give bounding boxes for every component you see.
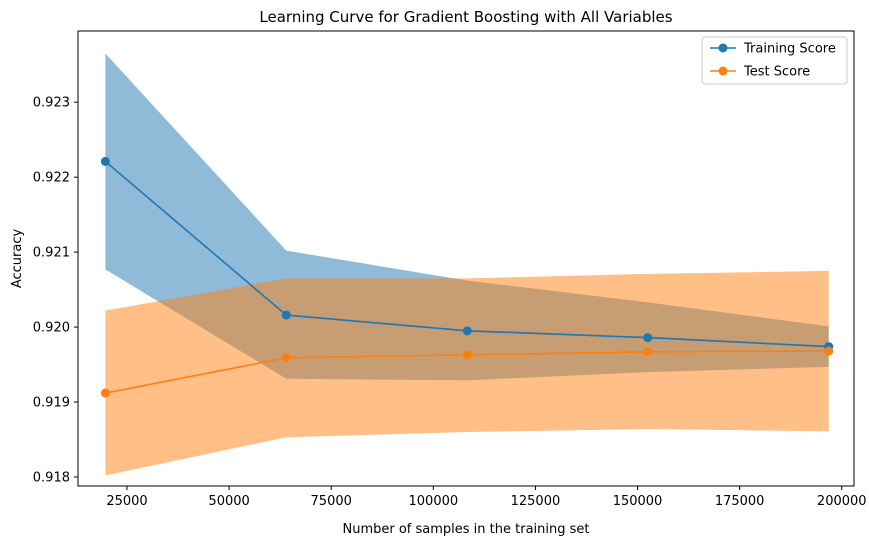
data-point [824, 346, 834, 356]
data-point [462, 326, 472, 336]
legend: Training Score Test Score [701, 36, 848, 85]
confidence-bands [105, 53, 829, 476]
x-tick-label: 200000 [817, 494, 867, 509]
legend-label-0: Training Score [743, 42, 836, 57]
y-axis-label: Accuracy [10, 229, 25, 289]
y-tick-label: 0.923 [33, 96, 70, 111]
data-point [281, 310, 291, 320]
data-point [643, 333, 653, 343]
legend-marker-0 [718, 43, 728, 53]
x-axis-ticks: 25000 50000 75000 100000 125000 150000 175000 2… [106, 486, 867, 509]
legend-marker-1 [718, 66, 728, 76]
legend-label-1: Test Score [743, 65, 810, 80]
y-tick-label: 0.918 [33, 471, 70, 486]
data-point [643, 347, 653, 357]
chart-title: Learning Curve for Gradient Boosting wit… [259, 8, 672, 26]
x-axis-label: Number of samples in the training set [343, 522, 590, 537]
y-tick-label: 0.920 [33, 321, 70, 336]
x-tick-label: 75000 [311, 494, 352, 509]
data-point [281, 353, 291, 363]
data-point [100, 388, 110, 398]
y-tick-label: 0.921 [33, 246, 70, 261]
x-tick-label: 50000 [208, 494, 249, 509]
legend-box [701, 36, 848, 85]
x-tick-label: 125000 [511, 494, 561, 509]
confidence-band-1 [105, 270, 829, 476]
data-point [100, 156, 110, 166]
y-axis-ticks: 0.918 0.919 0.920 0.921 0.922 0.923 [33, 96, 78, 486]
y-tick-label: 0.919 [33, 396, 70, 411]
x-tick-label: 100000 [409, 494, 459, 509]
series-points [100, 156, 834, 398]
plot-frame [77, 30, 855, 487]
data-point [462, 350, 472, 360]
x-tick-label: 175000 [715, 494, 765, 509]
x-tick-label: 25000 [106, 494, 147, 509]
x-tick-label: 150000 [613, 494, 663, 509]
y-tick-label: 0.922 [33, 171, 70, 186]
